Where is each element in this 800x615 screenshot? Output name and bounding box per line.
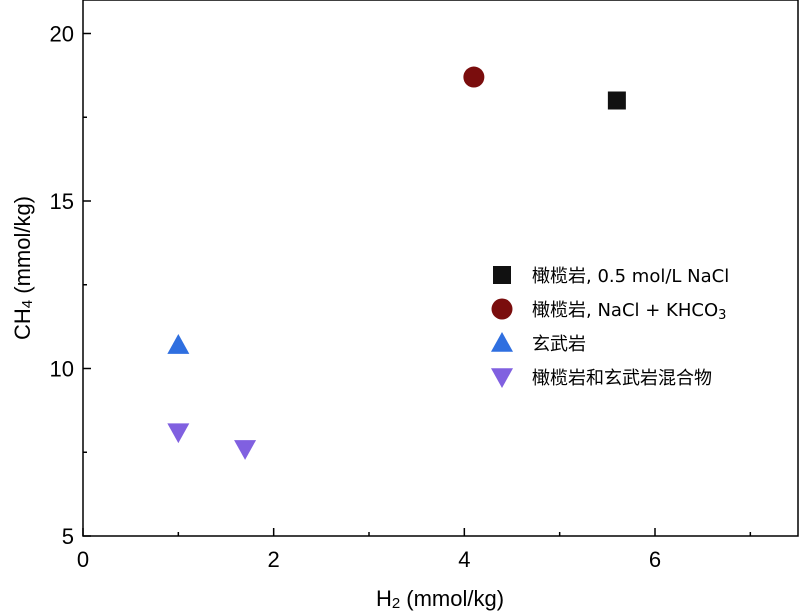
legend-marker [491, 332, 513, 352]
x-axis: 0 2 4 6 [77, 528, 752, 572]
legend-marker [491, 298, 513, 320]
legend-marker [491, 368, 513, 388]
data-point [167, 334, 190, 354]
data-point [463, 66, 485, 88]
data-points [167, 66, 626, 460]
y-tick-label: 10 [50, 357, 74, 382]
y-tick-label: 15 [50, 189, 74, 214]
y-tick-label: 5 [62, 524, 74, 549]
x-tick-label: 6 [649, 547, 661, 572]
x-tick-label: 4 [458, 547, 470, 572]
legend-label: 玄武岩 [532, 334, 586, 355]
x-tick-label: 0 [77, 547, 89, 572]
data-point [607, 91, 626, 110]
legend-label: 橄榄岩和玄武岩混合物 [532, 368, 712, 389]
y-tick-label: 20 [50, 22, 74, 47]
data-point [167, 423, 190, 444]
y-axis-title: CH4 (mmol/kg) [10, 196, 36, 340]
legend-label: 橄榄岩, NaCl + KHCO3 [532, 300, 726, 323]
plot-frame [82, 0, 799, 537]
legend-label: 橄榄岩, 0.5 mol/L NaCl [532, 266, 729, 287]
data-point [234, 440, 257, 460]
x-tick-label: 2 [268, 547, 280, 572]
x-axis-title: H2 (mmol/kg) [376, 586, 504, 612]
legend: 橄榄岩, 0.5 mol/L NaCl 橄榄岩, NaCl + KHCO3 玄武岩橄… [491, 266, 729, 389]
legend-marker [493, 266, 511, 284]
y-axis: 5 10 15 20 [50, 22, 91, 549]
